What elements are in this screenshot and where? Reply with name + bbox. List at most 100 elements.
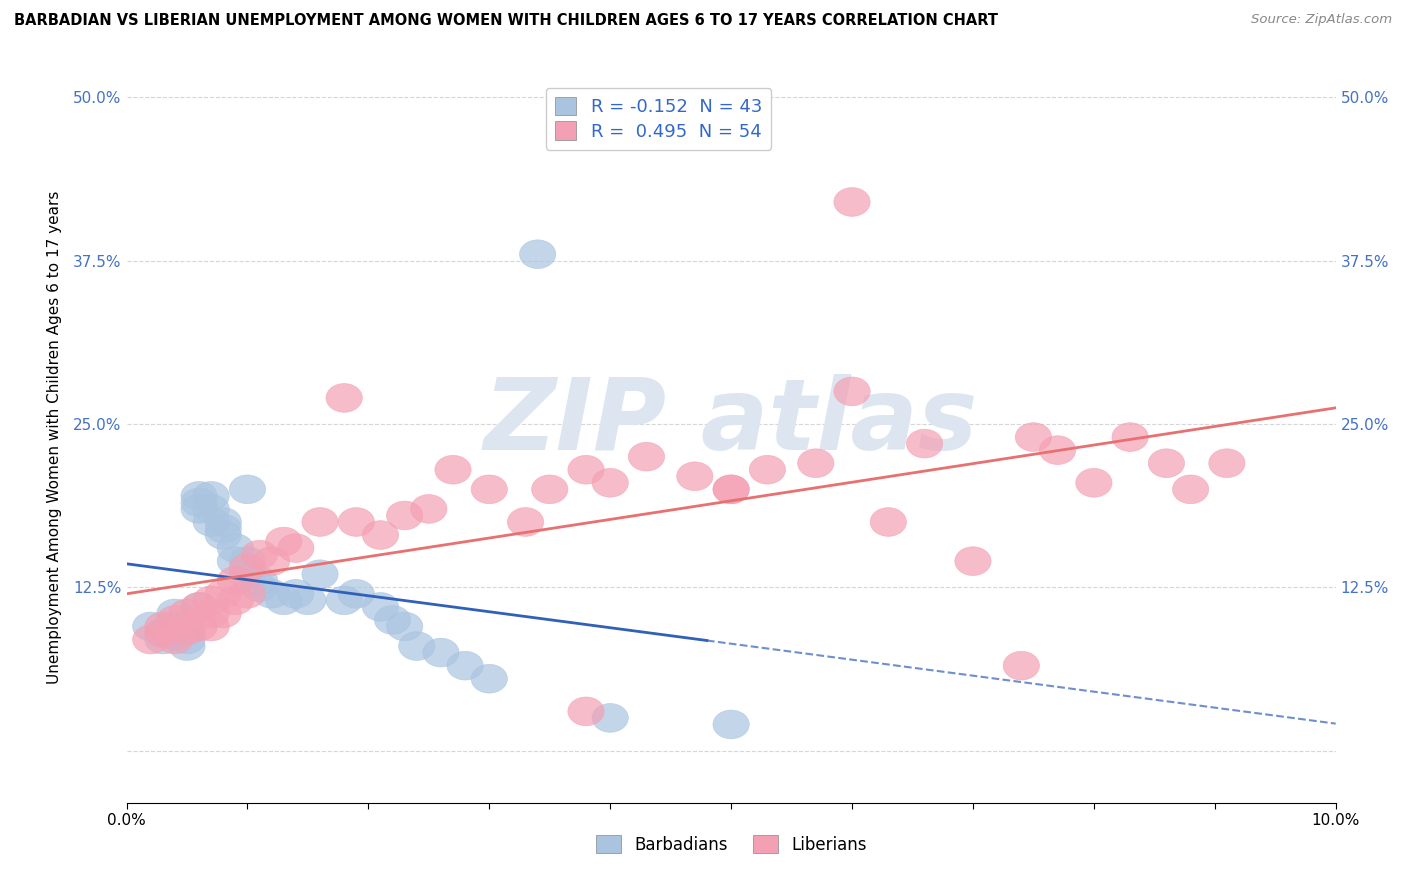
Ellipse shape [628,442,665,471]
Ellipse shape [181,612,217,640]
Ellipse shape [302,560,339,589]
Ellipse shape [531,475,568,504]
Ellipse shape [423,639,458,667]
Ellipse shape [713,710,749,739]
Ellipse shape [797,449,834,477]
Ellipse shape [229,547,266,575]
Ellipse shape [157,625,193,654]
Ellipse shape [326,384,363,412]
Text: BARBADIAN VS LIBERIAN UNEMPLOYMENT AMONG WOMEN WITH CHILDREN AGES 6 TO 17 YEARS : BARBADIAN VS LIBERIAN UNEMPLOYMENT AMONG… [14,13,998,29]
Ellipse shape [145,619,181,648]
Ellipse shape [229,580,266,608]
Ellipse shape [205,514,242,543]
Ellipse shape [193,599,229,628]
Ellipse shape [592,468,628,497]
Ellipse shape [193,612,229,640]
Ellipse shape [363,521,399,549]
Ellipse shape [181,488,217,516]
Ellipse shape [834,377,870,406]
Ellipse shape [1173,475,1209,504]
Ellipse shape [181,494,217,524]
Ellipse shape [157,606,193,634]
Ellipse shape [749,455,786,484]
Ellipse shape [145,625,181,654]
Ellipse shape [713,475,749,504]
Ellipse shape [471,665,508,693]
Ellipse shape [870,508,907,536]
Ellipse shape [508,508,544,536]
Ellipse shape [157,612,193,640]
Ellipse shape [520,240,555,268]
Ellipse shape [387,501,423,530]
Ellipse shape [434,455,471,484]
Ellipse shape [1004,651,1039,680]
Ellipse shape [193,586,229,615]
Ellipse shape [169,625,205,654]
Ellipse shape [253,580,290,608]
Ellipse shape [278,533,314,563]
Ellipse shape [398,632,434,660]
Ellipse shape [1112,423,1149,451]
Ellipse shape [217,547,253,575]
Ellipse shape [1209,449,1246,477]
Ellipse shape [205,521,242,549]
Ellipse shape [302,508,339,536]
Ellipse shape [1076,468,1112,497]
Ellipse shape [205,580,242,608]
Ellipse shape [411,494,447,524]
Ellipse shape [1015,423,1052,451]
Ellipse shape [337,580,374,608]
Ellipse shape [229,553,266,582]
Ellipse shape [169,632,205,660]
Ellipse shape [266,527,302,556]
Ellipse shape [242,541,278,569]
Ellipse shape [181,482,217,510]
Ellipse shape [205,599,242,628]
Ellipse shape [278,580,314,608]
Ellipse shape [193,482,229,510]
Ellipse shape [471,475,508,504]
Legend: Barbadians, Liberians: Barbadians, Liberians [589,829,873,860]
Ellipse shape [217,566,253,595]
Ellipse shape [290,586,326,615]
Ellipse shape [242,566,278,595]
Ellipse shape [253,547,290,575]
Ellipse shape [169,616,205,645]
Ellipse shape [169,616,205,645]
Ellipse shape [229,475,266,504]
Ellipse shape [1039,436,1076,465]
Ellipse shape [157,621,193,650]
Ellipse shape [145,619,181,648]
Ellipse shape [676,462,713,491]
Ellipse shape [145,612,181,640]
Y-axis label: Unemployment Among Women with Children Ages 6 to 17 years: Unemployment Among Women with Children A… [46,190,62,684]
Ellipse shape [326,586,363,615]
Ellipse shape [592,704,628,732]
Ellipse shape [181,592,217,621]
Ellipse shape [363,592,399,621]
Ellipse shape [374,606,411,634]
Ellipse shape [132,612,169,640]
Ellipse shape [266,586,302,615]
Ellipse shape [242,573,278,601]
Ellipse shape [955,547,991,575]
Ellipse shape [568,455,605,484]
Ellipse shape [713,475,749,504]
Ellipse shape [337,508,374,536]
Ellipse shape [205,508,242,536]
Ellipse shape [181,592,217,621]
Ellipse shape [132,625,169,654]
Ellipse shape [193,494,229,524]
Ellipse shape [387,612,423,640]
Ellipse shape [217,533,253,563]
Ellipse shape [217,586,253,615]
Ellipse shape [193,508,229,536]
Ellipse shape [229,560,266,589]
Ellipse shape [834,187,870,217]
Text: Source: ZipAtlas.com: Source: ZipAtlas.com [1251,13,1392,27]
Ellipse shape [907,429,942,458]
Ellipse shape [157,599,193,628]
Ellipse shape [568,697,605,726]
Ellipse shape [169,599,205,628]
Ellipse shape [1149,449,1185,477]
